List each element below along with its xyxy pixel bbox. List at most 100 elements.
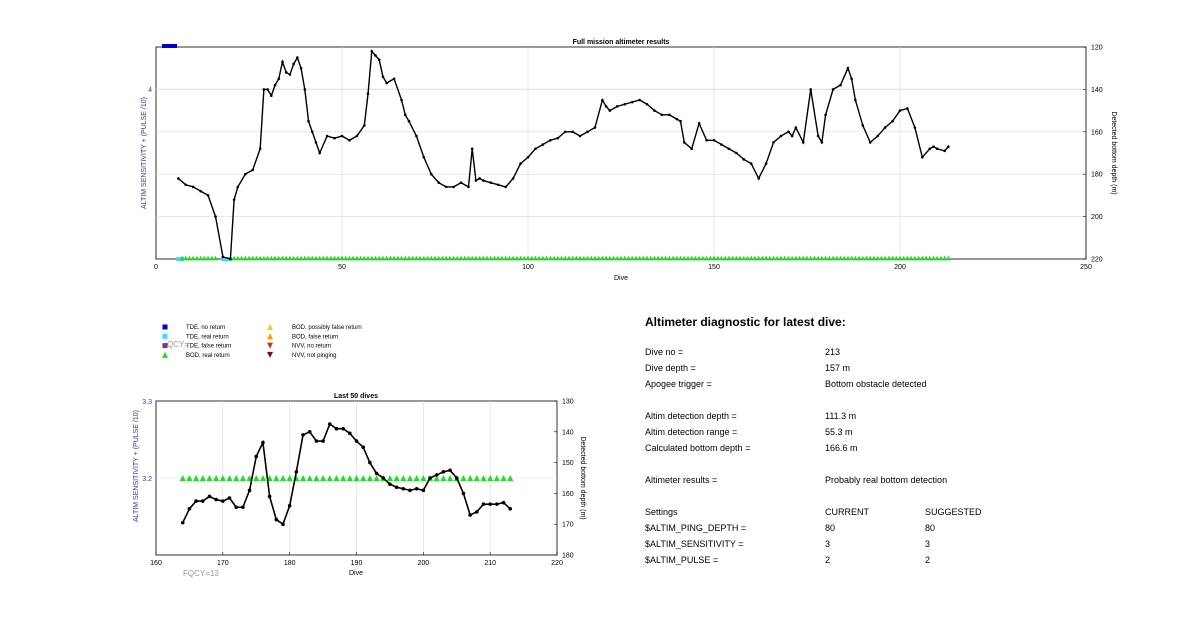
legend-label: BOD, possibly false return	[292, 325, 362, 331]
setting-current: 3	[825, 539, 831, 549]
data-point	[921, 155, 924, 159]
bod-real-return-marker	[931, 255, 936, 261]
bod-real-return-marker	[487, 475, 494, 481]
data-point	[898, 109, 902, 112]
data-point	[251, 168, 255, 172]
bod-real-return-marker	[715, 255, 721, 261]
settings-header-label: Settings	[645, 507, 678, 517]
bod-real-return-marker	[525, 255, 531, 261]
bod-real-return-marker	[469, 255, 475, 261]
tick-label-x: 170	[217, 560, 229, 567]
bod-real-return-marker	[458, 255, 464, 261]
full-mission-markers	[162, 44, 951, 261]
data-point	[325, 134, 329, 138]
bod-real-return-marker	[402, 255, 408, 261]
data-point	[199, 189, 202, 193]
data-point	[214, 215, 217, 218]
bod-real-return-marker	[265, 255, 270, 261]
last-50-chart: Last 50 dives Dive ALTIM SENSITIVITY + (…	[133, 393, 586, 578]
legend-marker-triangle	[267, 333, 273, 340]
bod-real-return-marker	[585, 255, 590, 261]
last-50-left-tick-3-3: 3.3	[142, 399, 152, 406]
diag-row-calculated-bottom-depth: Calculated bottom depth = 166.6 m	[645, 443, 1165, 455]
bod-real-return-marker	[815, 255, 821, 261]
data-point	[262, 88, 266, 91]
data-point	[468, 513, 472, 517]
data-point	[377, 58, 381, 62]
bod-real-return-marker	[845, 255, 851, 261]
setting-row-pulse: $ALTIM_PULSE = 2 2	[645, 555, 1165, 567]
data-point	[660, 113, 664, 117]
data-point	[459, 181, 463, 184]
bod-real-return-marker	[477, 255, 483, 261]
data-point	[757, 177, 760, 180]
data-point	[526, 155, 530, 159]
data-point	[868, 141, 872, 144]
bod-real-return-marker	[871, 255, 877, 261]
bod-real-return-marker	[484, 255, 490, 261]
setting-row-ping-depth: $ALTIM_PING_DEPTH = 80 80	[645, 523, 1165, 535]
bod-real-return-marker	[927, 255, 933, 261]
bod-real-return-marker	[648, 255, 654, 261]
bod-real-return-marker	[797, 255, 802, 261]
data-point	[816, 134, 820, 138]
bod-real-return-marker	[529, 255, 535, 261]
bod-real-return-marker	[547, 255, 553, 261]
legend-fqcy-overlay: QCY=	[167, 340, 189, 349]
full-mission-plot-area	[155, 46, 1087, 260]
data-point	[348, 431, 352, 436]
diag-value: 157 m	[825, 363, 851, 373]
data-point	[831, 88, 835, 91]
bod-real-return-marker	[544, 255, 549, 261]
data-point	[392, 77, 396, 81]
bod-real-return-marker	[313, 475, 320, 481]
bod-real-return-marker	[199, 475, 206, 481]
bod-real-return-marker	[908, 255, 914, 261]
data-point	[408, 488, 412, 493]
bod-real-return-marker	[551, 255, 557, 261]
bod-real-return-marker	[436, 255, 442, 261]
data-point	[415, 134, 418, 138]
data-point	[474, 179, 478, 182]
bod-real-return-marker	[350, 255, 356, 261]
bod-real-return-marker	[789, 255, 795, 261]
bod-real-return-marker	[433, 475, 440, 481]
bod-real-return-marker	[573, 255, 579, 261]
bod-real-return-marker	[335, 255, 341, 261]
data-point	[180, 520, 185, 525]
data-point	[281, 522, 285, 526]
tde-real-return-marker	[176, 257, 181, 261]
settings-header: Settings CURRENT SUGGESTED	[645, 507, 1165, 519]
bod-real-return-marker	[614, 255, 620, 261]
bod-real-return-marker	[414, 255, 419, 261]
data-point	[236, 185, 240, 189]
data-point	[307, 430, 312, 434]
bod-real-return-marker	[391, 255, 397, 261]
tick-label-y-right: 160	[1091, 129, 1103, 136]
bod-real-return-marker	[259, 475, 266, 481]
bod-real-return-marker	[384, 255, 390, 261]
data-point	[534, 147, 537, 151]
bod-real-return-marker	[460, 475, 467, 481]
data-point	[227, 496, 232, 500]
bod-real-return-marker	[618, 255, 624, 261]
full-mission-ylabel-right: Detected bottom depth (m)	[1110, 111, 1117, 194]
bod-real-return-marker	[280, 255, 285, 261]
tick-label-x: 180	[284, 560, 296, 567]
setting-current: 2	[825, 555, 831, 565]
legend-label: BOD, real return	[186, 353, 230, 359]
tick-label-x: 190	[351, 560, 363, 567]
bod-real-return-marker	[674, 255, 680, 261]
data-point	[504, 185, 507, 189]
data-point	[301, 433, 305, 437]
data-point	[355, 134, 359, 138]
bod-real-return-marker	[737, 255, 743, 261]
bod-real-return-marker	[555, 255, 561, 261]
tde-real-return-marker	[220, 257, 225, 261]
diag-row-altim-detection-range: Altim detection range = 55.3 m	[645, 427, 1165, 439]
data-point	[394, 485, 399, 490]
bod-real-return-marker	[562, 255, 568, 261]
bod-real-return-marker	[321, 255, 326, 261]
data-point	[400, 98, 403, 102]
full-mission-ylabel-left: ALTIM SENSITIVITY + (PULSE /10)	[141, 97, 148, 209]
